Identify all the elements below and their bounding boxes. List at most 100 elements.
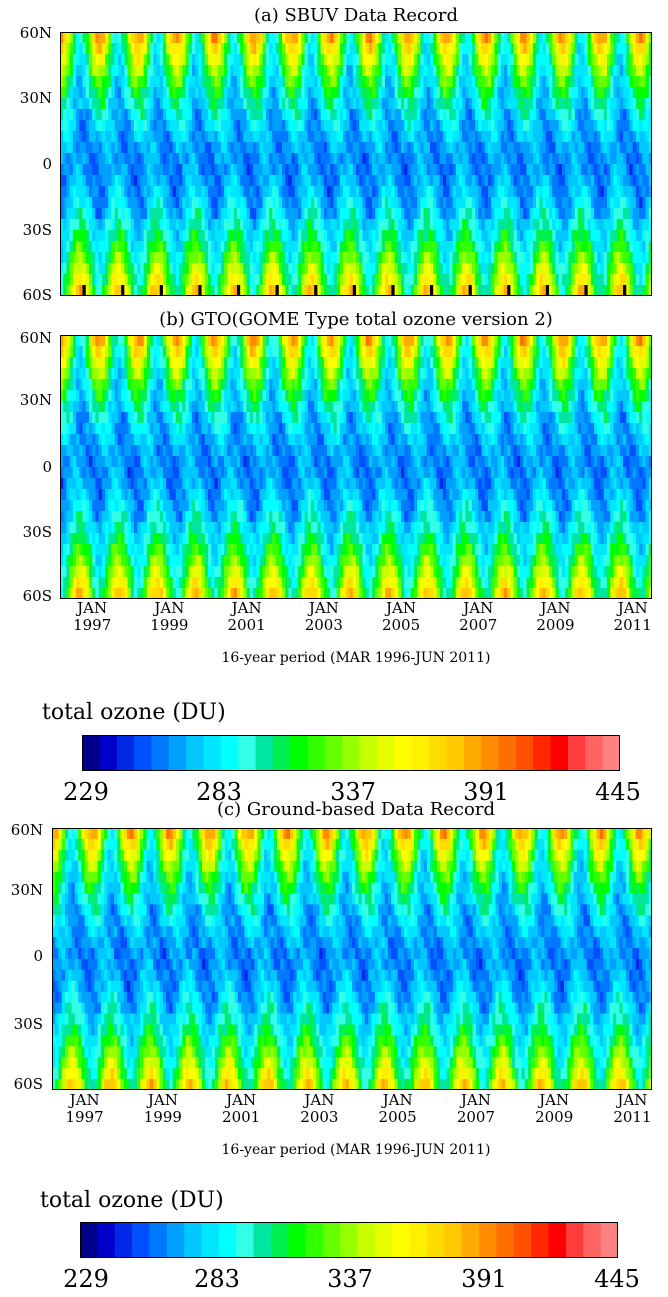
heatmap-cell — [153, 87, 158, 99]
heatmap-cell — [175, 186, 180, 198]
heatmap-cell — [66, 186, 71, 198]
heatmap-cell — [648, 346, 652, 358]
heatmap-cell — [349, 197, 354, 209]
heatmap-cell — [401, 98, 405, 110]
heatmap-cell — [475, 346, 479, 358]
heatmap-cell — [439, 175, 444, 187]
heatmap-cell — [378, 142, 383, 154]
heatmap-cell — [346, 76, 351, 88]
heatmap-cell — [166, 54, 170, 66]
heatmap-cell — [613, 153, 618, 165]
heatmap-cell — [378, 120, 383, 132]
heatmap-cell — [162, 109, 167, 121]
heatmap-cell — [610, 252, 614, 264]
heatmap-cell — [571, 208, 576, 220]
heatmap-cell — [552, 285, 557, 296]
heatmap-cell — [558, 252, 563, 264]
heatmap-cell — [172, 263, 177, 275]
heatmap-cell — [613, 164, 618, 176]
heatmap-cell — [336, 54, 341, 66]
heatmap-cell — [150, 120, 154, 132]
heatmap-cell — [82, 131, 87, 143]
heatmap-cell — [185, 346, 190, 358]
heatmap-cell — [343, 87, 347, 99]
heatmap-cell — [584, 131, 589, 143]
heatmap-cell — [378, 76, 383, 88]
heatmap-cell — [487, 142, 492, 154]
heatmap-cell — [220, 241, 225, 253]
heatmap-cell — [404, 357, 409, 369]
heatmap-cell — [134, 230, 138, 242]
heatmap-cell — [159, 76, 164, 88]
heatmap-cell — [230, 263, 235, 275]
heatmap-cell — [452, 175, 457, 187]
heatmap-cell — [362, 230, 367, 242]
heatmap-cell — [227, 197, 232, 209]
heatmap-cell — [391, 98, 396, 110]
heatmap-cell — [613, 335, 618, 347]
heatmap-cell — [195, 335, 199, 347]
heatmap-cell — [349, 109, 354, 121]
heatmap-cell — [66, 274, 71, 286]
heatmap-cell — [166, 208, 170, 220]
heatmap-cell — [394, 208, 399, 220]
heatmap-cell — [333, 241, 338, 253]
heatmap-cell — [513, 32, 518, 44]
heatmap-cell — [388, 142, 392, 154]
heatmap-cell — [256, 142, 261, 154]
heatmap-cell — [581, 263, 586, 275]
heatmap-cell — [301, 274, 306, 286]
heatmap-cell — [162, 241, 167, 253]
heatmap-cell — [349, 54, 354, 66]
heatmap-cell — [613, 274, 618, 286]
heatmap-cell — [79, 252, 84, 264]
heatmap-cell — [352, 164, 357, 176]
heatmap-cell — [552, 131, 557, 143]
heatmap-cell — [475, 142, 479, 154]
heatmap-cell — [307, 346, 312, 358]
heatmap-cell — [233, 197, 238, 209]
heatmap-cell — [108, 76, 113, 88]
heatmap-cell — [413, 109, 418, 121]
heatmap-cell — [179, 230, 183, 242]
heatmap-cell — [72, 153, 77, 165]
heatmap-cell — [298, 252, 302, 264]
heatmap-cell — [639, 186, 643, 198]
heatmap-cell — [571, 335, 576, 347]
heatmap-cell — [574, 197, 579, 209]
heatmap-cell — [217, 357, 222, 369]
heatmap-cell — [574, 164, 579, 176]
heatmap-cell — [60, 186, 64, 198]
heatmap-cell — [536, 241, 540, 253]
heatmap-cell — [603, 208, 608, 220]
heatmap-cell — [539, 357, 544, 369]
heatmap-cell — [233, 54, 238, 66]
heatmap-cell — [549, 230, 553, 242]
heatmap-cell — [317, 186, 322, 198]
heatmap-cell — [487, 175, 492, 187]
heatmap-cell — [378, 263, 383, 275]
heatmap-cell — [420, 219, 425, 231]
heatmap-cell — [504, 65, 508, 77]
heatmap-cell — [282, 153, 286, 165]
heatmap-cell — [101, 109, 106, 121]
heatmap-cell — [153, 142, 158, 154]
heatmap-cell — [179, 335, 183, 347]
heatmap-cell — [262, 153, 267, 165]
heatmap-cell — [471, 186, 476, 198]
heatmap-cell — [478, 87, 483, 99]
heatmap-cell — [243, 208, 248, 220]
heatmap-cell — [224, 357, 228, 369]
heatmap-cell — [140, 263, 145, 275]
heatmap-cell — [323, 43, 328, 55]
heatmap-cell — [594, 32, 598, 44]
heatmap-cell — [475, 109, 479, 121]
heatmap-cell — [121, 109, 125, 121]
heatmap-cell — [507, 230, 512, 242]
heatmap-cell — [471, 230, 476, 242]
heatmap-cell — [388, 285, 392, 296]
heatmap-cell — [462, 142, 466, 154]
heatmap-cell — [159, 335, 164, 347]
heatmap-cell — [124, 87, 129, 99]
heatmap-cell — [523, 263, 528, 275]
